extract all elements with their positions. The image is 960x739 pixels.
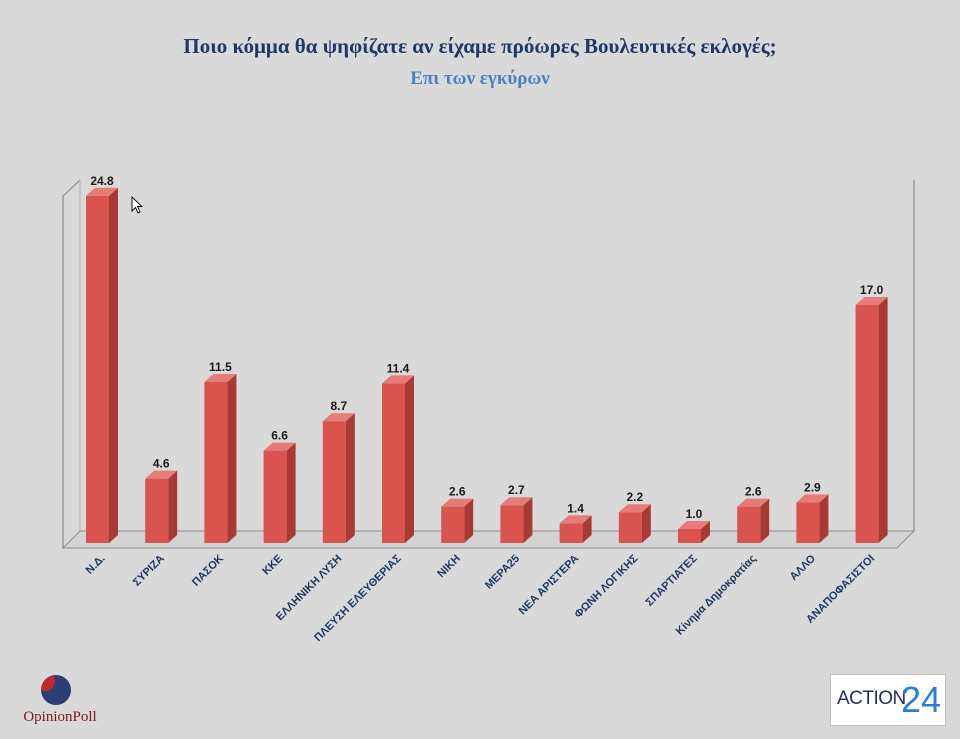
bar [500,497,533,543]
value-label: 2.2 [626,490,643,504]
bar [737,498,770,543]
value-label: 1.4 [567,501,584,515]
chart-title: Ποιο κόμμα θα ψηφίζατε αν είχαμε πρόωρες… [183,34,777,58]
bar-front [678,529,701,543]
bar [678,521,710,543]
bar-top [678,521,710,529]
value-label: 2.9 [804,480,821,494]
bars [86,187,888,544]
category-label: ΣΠΑΡΤΙΑΤΕΣ [644,552,700,608]
left-wall-top [62,179,81,197]
value-label: 24.8 [90,174,114,188]
bar [204,374,237,543]
chart-subtitle: Επι των εγκύρων [410,68,550,89]
bar [796,494,829,543]
category-label: Ν.Δ. [84,553,108,577]
bar-side [109,187,118,544]
bar-side [878,297,888,543]
action24-logo: ACTION 24 [830,674,946,726]
bar [855,297,888,543]
bar-side [464,498,474,543]
action24-logo-text: ACTION [837,688,906,709]
bar-front [86,195,109,544]
bar-top [382,375,414,384]
category-label: ΝΕΑ ΑΡΙΣΤΕΡΑ [517,553,582,618]
category-label: ΣΥΡΙΖΑ [131,553,167,589]
bar [441,498,474,543]
bar-top [500,497,533,506]
bar-top [618,504,651,513]
bar-top [86,187,118,196]
bar-top [796,494,829,503]
bar-side [760,498,770,543]
bar-front [382,383,405,543]
bar-front [559,523,583,543]
bar-front [796,502,820,543]
bar-top [855,297,888,305]
bar-chart: 24.8 4.6 11.5 6.6 8.7 11.4 2.6 2.7 1.4 2.2 1.0 2.6 2… [61,174,916,644]
bar-side [701,521,710,543]
bar-top [559,515,592,524]
bar-front [441,506,465,543]
bar-side [582,515,592,543]
value-label: 1.0 [686,507,703,521]
value-label: 11.5 [209,360,232,374]
bar-side [523,497,533,543]
bar [145,470,178,543]
bar [86,187,118,544]
bar [618,504,651,543]
bar-top [322,413,355,422]
bar-side [641,504,651,543]
bar-front [204,382,228,543]
value-label: 11.4 [387,361,410,375]
bar-front [618,512,642,543]
bar [559,515,592,543]
value-label: 2.7 [508,483,525,497]
bar-top [263,442,296,451]
bar [382,375,414,543]
bar-top [145,470,178,479]
opinionpoll-logo-text: OpinionPoll [23,709,97,725]
category-label: ΚΚΕ [260,553,285,578]
bar-front [500,505,524,543]
value-label: 2.6 [449,485,466,499]
opinionpoll-mark-icon [41,675,71,705]
bar-side [227,374,237,543]
value-labels: 24.8 4.6 11.5 6.6 8.7 11.4 2.6 2.7 1.4 2.2 1.0 2.6 2… [90,174,883,521]
value-label: 17.0 [860,283,884,297]
bar-front [737,506,761,543]
category-label: ΠΑΣΟΚ [190,553,226,589]
bar-side [168,470,178,543]
bar-side [819,494,829,543]
value-label: 6.6 [271,429,288,443]
bar-side [345,413,355,543]
bar [322,413,355,543]
category-label: ΑΛΛΟ [788,552,819,583]
bar [263,442,296,543]
cursor-icon [131,195,144,214]
category-label: ΝΙΚΗ [435,553,463,581]
bar-front [322,421,346,543]
bar-front [855,305,879,543]
bar-front [263,450,287,543]
category-label: ΜΕΡΑ25 [483,553,522,592]
bar-top [204,374,237,382]
chart-frame [61,179,916,549]
bar-side [405,375,414,543]
floor [61,530,916,549]
bar-front [145,478,169,543]
value-label: 2.6 [745,485,762,499]
value-label: 8.7 [330,399,347,413]
bar-top [737,498,770,507]
bar-top [441,498,474,507]
opinionpoll-logo: OpinionPoll [10,675,110,731]
value-label: 4.6 [153,457,170,471]
category-label: ΦΩΝΗ ΛΟΓΙΚΗΣ [572,552,640,620]
action24-logo-number: 24 [901,679,942,720]
bar-side [286,442,296,543]
